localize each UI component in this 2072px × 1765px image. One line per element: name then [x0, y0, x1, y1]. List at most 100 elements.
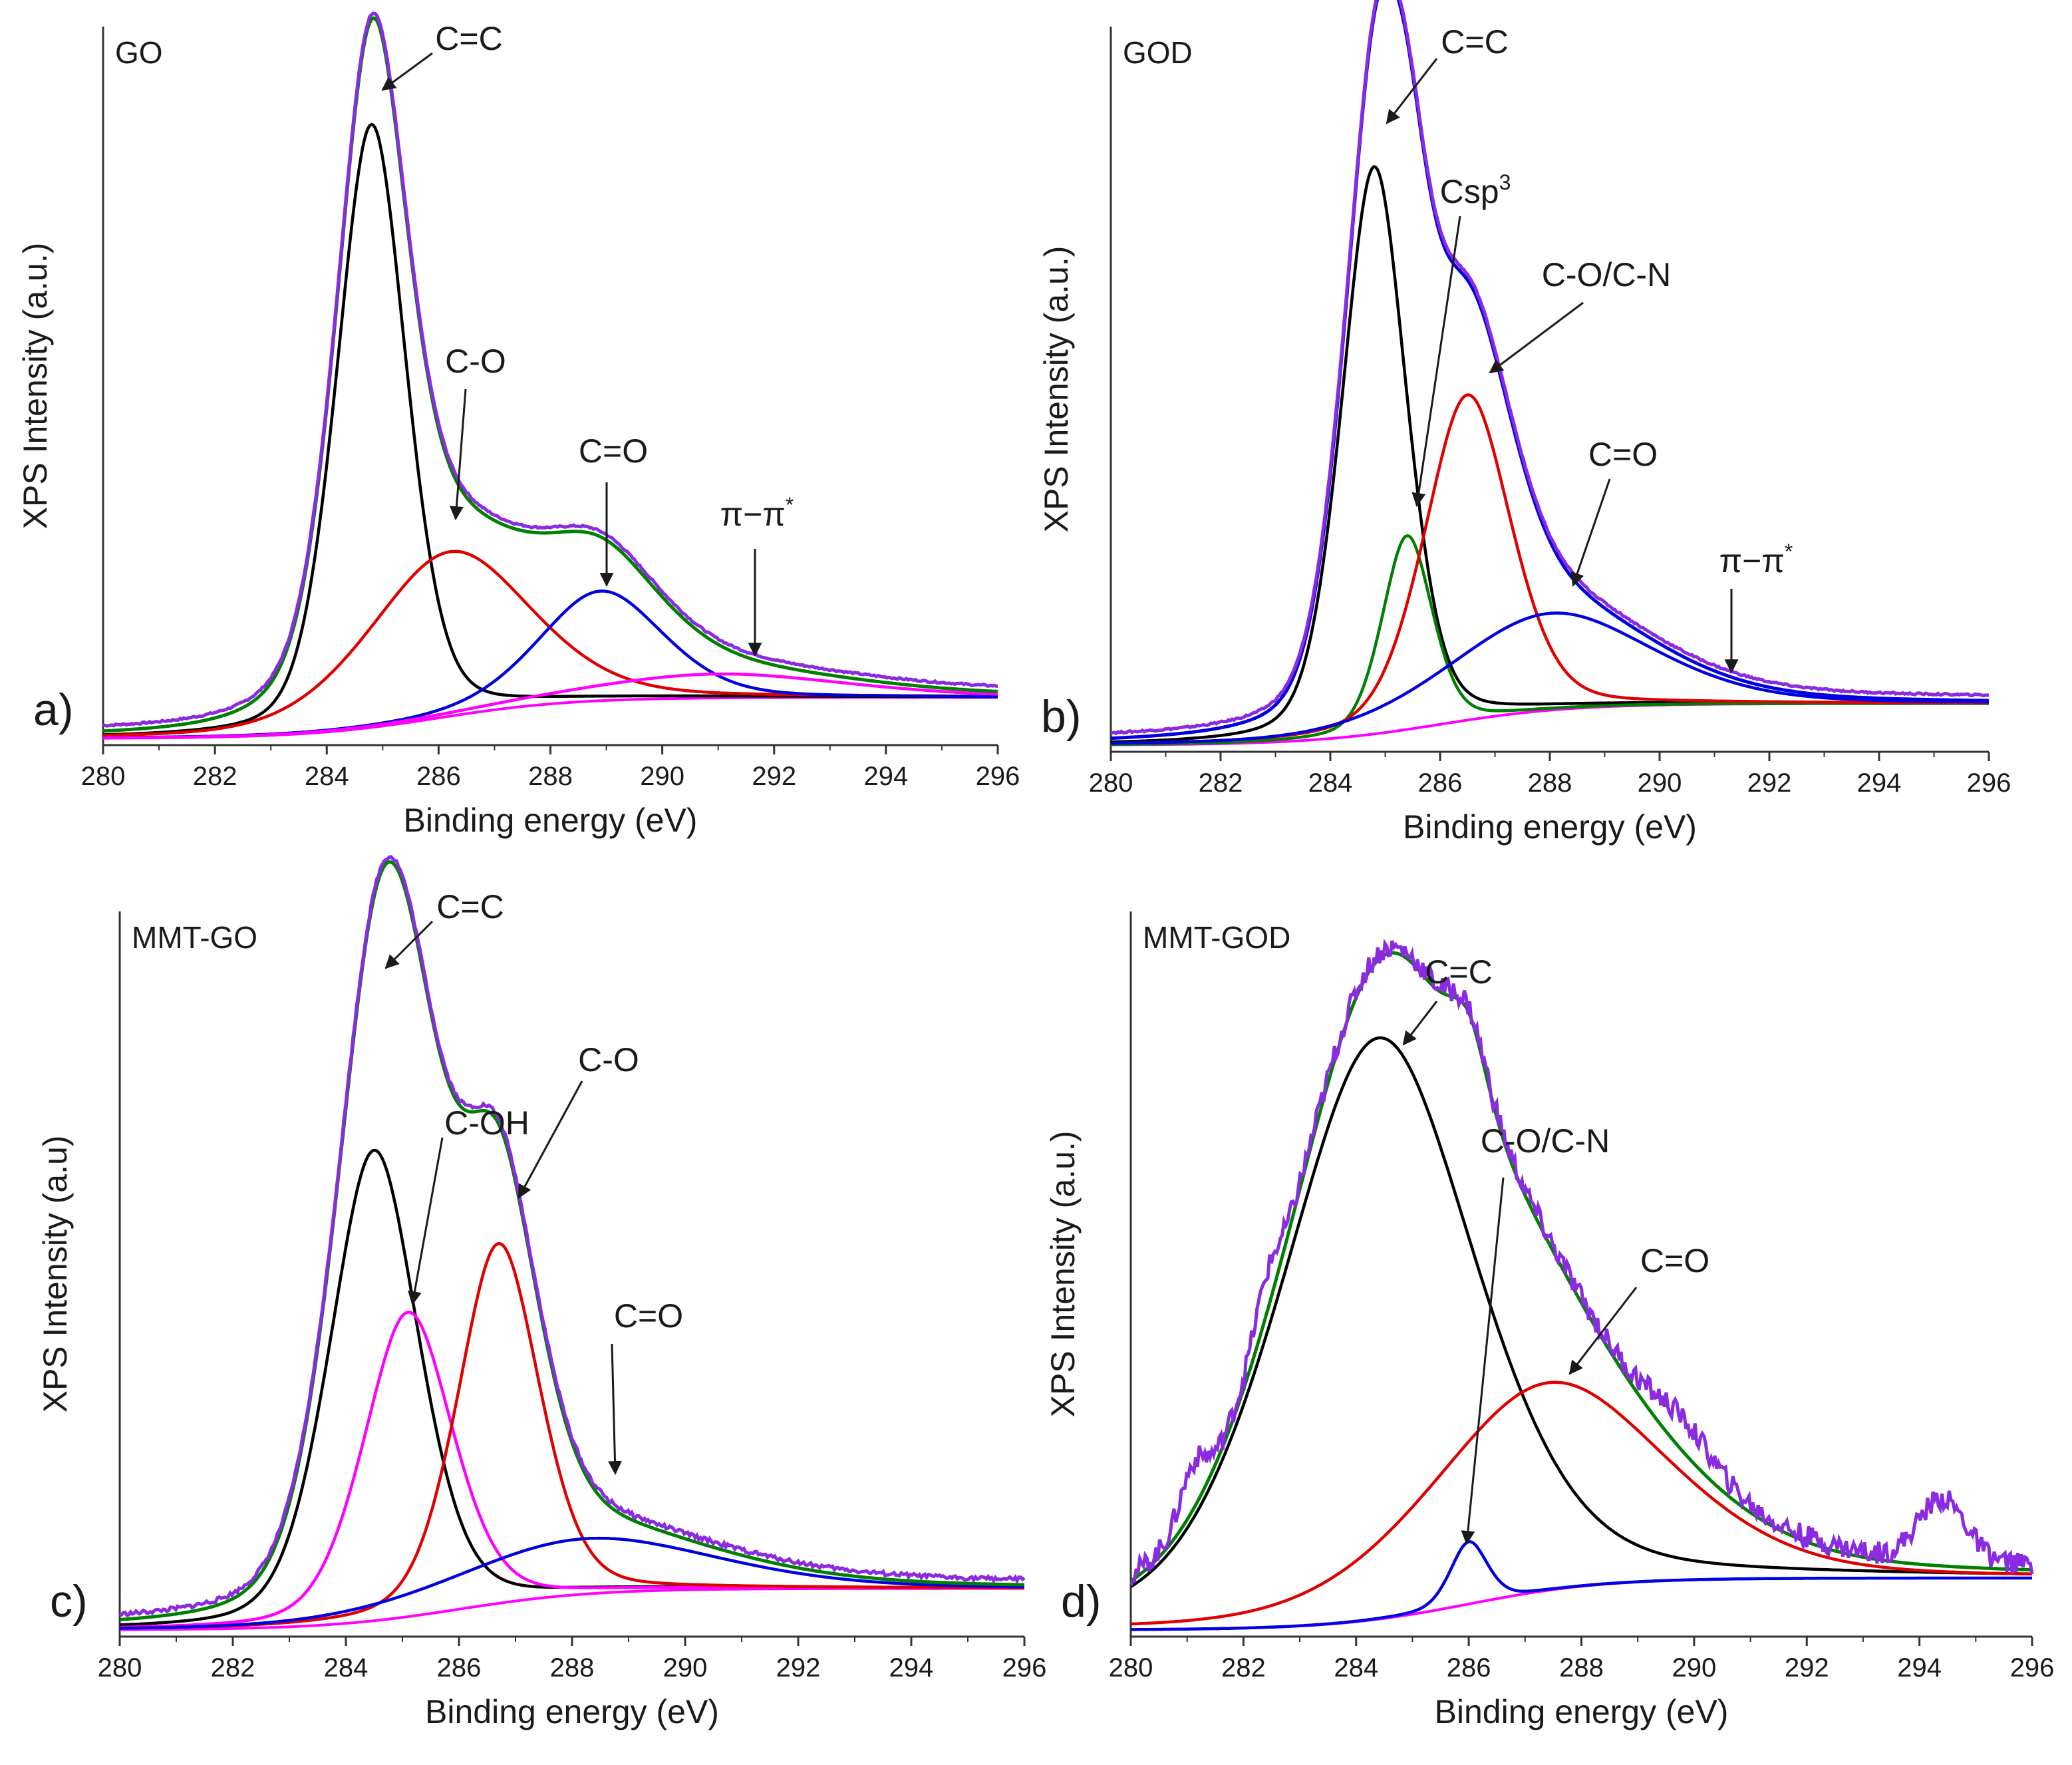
xps-panel-go: 280 282 284 286 288 290 292 294 296 Binding energ… — [17, 11, 1020, 839]
x-tick-label: 280 — [81, 762, 126, 791]
peak-label-c-o: C-O — [445, 343, 506, 380]
peak-arrow — [1402, 1001, 1438, 1046]
x-tick-label: 284 — [305, 762, 349, 791]
panel-letter: c) — [50, 1576, 88, 1627]
x-tick-label: 282 — [193, 762, 237, 791]
sample-title: GOD — [1123, 35, 1193, 70]
peak-label-c-o: C-O — [578, 1041, 639, 1078]
y-axis-label: XPS Intensity (a.u.) — [1044, 1131, 1082, 1418]
x-axis-label: Binding energy (eV) — [1403, 808, 1697, 846]
panel-letter: a) — [33, 685, 73, 735]
x-axis-label: Binding energy (eV) — [1435, 1693, 1729, 1730]
x-tick-label: 284 — [1308, 768, 1353, 798]
x-tick-label: 282 — [1199, 768, 1243, 798]
peak-label-c-c: C=C — [436, 888, 504, 925]
peak-arrow — [1461, 1177, 1505, 1545]
x-tick-label: 292 — [1785, 1653, 1829, 1683]
x-tick-label: 294 — [1857, 768, 1902, 798]
peak-arrow — [381, 52, 433, 91]
component-curve-c-c — [102, 122, 998, 736]
peak-label-csp3: Csp3 — [1440, 170, 1511, 210]
x-tick-label: 280 — [1109, 1653, 1153, 1683]
x-tick-label: 280 — [1089, 768, 1133, 798]
peak-label-c-c: C=C — [435, 20, 502, 57]
peak-arrow — [1489, 301, 1584, 374]
peak-label-c-o: C=O — [614, 1297, 683, 1335]
x-tick-label: 294 — [1897, 1653, 1942, 1683]
x-tick-label: 280 — [98, 1653, 142, 1683]
panel-letter: d) — [1061, 1576, 1101, 1627]
component-curve-c-o — [120, 1536, 1024, 1630]
component-curve-c-c — [119, 1148, 1024, 1627]
component-curve-c-o-c-n — [1131, 1540, 2032, 1631]
peak-label--: π−π* — [1719, 540, 1793, 579]
x-tick-label: 288 — [1528, 768, 1572, 798]
xps-panel-mmt-god: 280 282 284 286 288 290 292 294 296 Binding energ… — [1044, 911, 2054, 1730]
xps-panel-mmt-go: 280 282 284 286 288 290 292 294 296 Binding energ… — [37, 855, 1047, 1730]
y-axis-label: XPS Intensity (a.u.) — [1038, 246, 1075, 533]
peak-label-c-o: C=O — [579, 432, 648, 470]
peak-label-c-o-c-n: C-O/C-N — [1481, 1122, 1610, 1160]
measured-spectrum-curve — [1110, 0, 1990, 736]
component-curve-csp3 — [1110, 534, 1989, 746]
peak-label-c-c: C=C — [1441, 23, 1508, 61]
peak-arrow — [1570, 478, 1611, 587]
sample-title: MMT-GOD — [1143, 920, 1290, 955]
x-tick-label: 296 — [976, 762, 1020, 791]
peak-arrow — [1386, 58, 1438, 124]
fit-envelope-curve — [1110, 0, 1989, 740]
fit-envelope-curve — [119, 860, 1025, 1621]
peak-arrow — [449, 389, 467, 521]
x-axis-label: Binding energy (eV) — [404, 802, 698, 839]
component-curve-c-o — [1111, 611, 1989, 745]
peak-label-c-oh: C-OH — [444, 1104, 529, 1142]
x-tick-label: 294 — [889, 1653, 934, 1683]
x-tick-label: 288 — [550, 1653, 595, 1683]
peak-arrow — [518, 1080, 583, 1199]
y-axis-label: XPS Intensity (a.u.) — [17, 243, 54, 530]
component-curve-c-c — [1111, 164, 1989, 744]
peak-label-c-c: C=C — [1425, 953, 1492, 991]
x-tick-label: 296 — [1002, 1653, 1047, 1683]
xps-panel-god: 280 282 284 286 288 290 292 294 296 Binding energ… — [1038, 0, 2011, 846]
x-tick-label: 296 — [2010, 1653, 2055, 1683]
x-tick-label: 290 — [663, 1653, 708, 1683]
peak-arrow — [1411, 216, 1461, 508]
panel-letter: b) — [1041, 691, 1081, 742]
x-tick-label: 292 — [1747, 768, 1792, 798]
peak-label-c-o-c-n: C-O/C-N — [1542, 256, 1671, 293]
y-axis-label: XPS Intensity (a.u) — [37, 1136, 74, 1413]
x-axis-label: Binding energy (eV) — [425, 1693, 719, 1730]
x-tick-label: 284 — [1334, 1653, 1378, 1683]
component-curve-c-o — [1130, 1380, 2033, 1626]
measured-spectrum-curve — [118, 855, 1026, 1618]
x-tick-label: 290 — [1672, 1653, 1717, 1683]
peak-arrow — [1568, 1287, 1638, 1375]
x-tick-label: 286 — [1447, 1653, 1491, 1683]
x-tick-label: 286 — [416, 762, 461, 791]
peak-arrow — [384, 920, 434, 969]
x-tick-label: 282 — [211, 1653, 255, 1683]
x-tick-label: 288 — [528, 762, 573, 791]
x-tick-label: 292 — [752, 762, 796, 791]
peak-label-c-o: C=O — [1588, 436, 1658, 473]
x-tick-label: 282 — [1221, 1653, 1266, 1683]
component-curve-- — [103, 672, 998, 740]
x-tick-label: 292 — [776, 1653, 821, 1683]
x-tick-label: 296 — [1967, 768, 2011, 798]
peak-arrow — [408, 1137, 444, 1306]
fit-envelope-curve — [102, 16, 998, 733]
sample-title: MMT-GO — [132, 920, 257, 955]
component-curve-c-o — [103, 589, 998, 739]
measured-spectrum-curve — [1129, 938, 2034, 1587]
x-tick-label: 288 — [1559, 1653, 1604, 1683]
x-tick-label: 290 — [1638, 768, 1682, 798]
component-curve-c-o — [103, 550, 998, 737]
measured-spectrum-curve — [102, 11, 998, 728]
peak-arrow — [608, 1343, 623, 1476]
component-curve-c-c — [1129, 1036, 2032, 1588]
x-tick-label: 294 — [864, 762, 909, 791]
fit-envelope-curve — [1129, 951, 2033, 1583]
sample-title: GO — [115, 35, 163, 70]
